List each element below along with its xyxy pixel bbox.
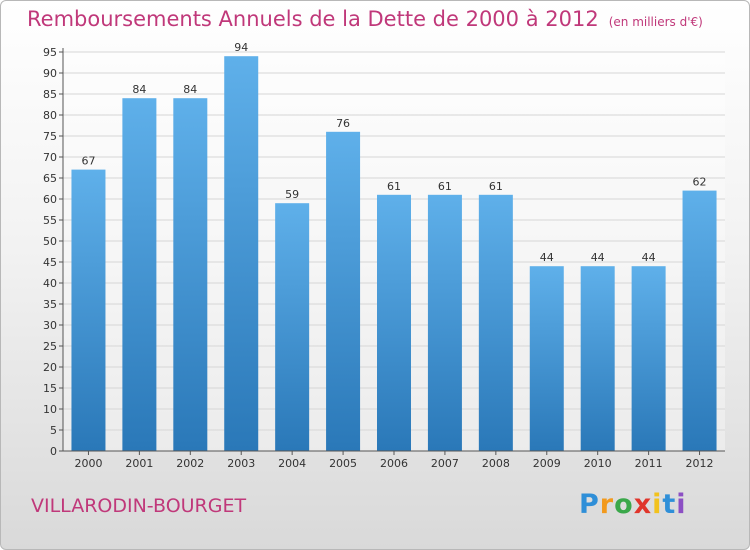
x-tick-label-2005: 2005 (329, 457, 357, 470)
y-tick-label: 30 (43, 319, 57, 332)
axes (59, 48, 725, 455)
y-tick-label: 75 (43, 130, 57, 143)
x-tick-label-2002: 2002 (176, 457, 204, 470)
x-tick-label-2006: 2006 (380, 457, 408, 470)
data-label-2000: 67 (81, 155, 95, 168)
data-label-2002: 84 (183, 83, 197, 96)
data-label-2003: 94 (234, 41, 248, 54)
bar-2008 (478, 194, 513, 452)
data-label-2009: 44 (540, 251, 554, 264)
bar-2006 (377, 194, 411, 452)
bar-2010 (580, 266, 615, 451)
x-tick-label-2010: 2010 (584, 457, 612, 470)
y-tick-label: 85 (43, 88, 57, 101)
title-text: Remboursements Annuels de la Dette de 20… (27, 7, 599, 31)
labels: 0 5 10 15 20 25 30 35 40 45 50 55 60 65 70 75 80 85 90 95 67… (43, 41, 714, 470)
bar-2012 (682, 190, 717, 451)
x-tick-label-2004: 2004 (278, 457, 306, 470)
data-label-2006: 61 (387, 180, 401, 193)
y-tick-label: 70 (43, 151, 57, 164)
y-tick-label: 15 (43, 382, 57, 395)
chart-title: Remboursements Annuels de la Dette de 20… (27, 7, 703, 31)
x-tick-label-2012: 2012 (686, 457, 714, 470)
x-tick-label-2001: 2001 (125, 457, 153, 470)
data-label-2012: 62 (693, 176, 707, 189)
data-label-2010: 44 (591, 251, 605, 264)
proxiti-logo: Proxiti (579, 489, 687, 520)
y-tick-label: 10 (43, 403, 57, 416)
x-tick-label-2007: 2007 (431, 457, 459, 470)
x-tick-label-2003: 2003 (227, 457, 255, 470)
y-tick-label: 50 (43, 235, 57, 248)
data-label-2001: 84 (132, 83, 146, 96)
y-tick-label: 60 (43, 193, 57, 206)
bar-2003 (224, 56, 259, 451)
y-tick-label: 90 (43, 67, 57, 80)
y-tick-label: 0 (50, 445, 57, 458)
data-label-2004: 59 (285, 188, 299, 201)
y-tick-label: 55 (43, 214, 57, 227)
data-label-2011: 44 (642, 251, 656, 264)
bar-2007 (427, 194, 462, 452)
bar-2002 (173, 98, 208, 451)
bar-2009 (529, 266, 564, 451)
bar-2000 (71, 169, 106, 451)
y-tick-label: 20 (43, 361, 57, 374)
x-tick-label-2011: 2011 (635, 457, 663, 470)
x-tick-label-2000: 2000 (74, 457, 102, 470)
y-tick-label: 45 (43, 256, 57, 269)
y-tick-label: 80 (43, 109, 57, 122)
data-label-2005: 76 (336, 117, 350, 130)
y-tick-label: 25 (43, 340, 57, 353)
data-label-2007: 61 (438, 180, 452, 193)
data-label-2008: 61 (489, 180, 503, 193)
y-tick-label: 5 (50, 424, 57, 437)
bar-2011 (631, 266, 666, 451)
bar-2004 (275, 203, 310, 451)
place-name: VILLARODIN-BOURGET (31, 495, 247, 517)
y-tick-label: 95 (43, 46, 57, 59)
x-tick-label-2009: 2009 (533, 457, 561, 470)
x-tick-label-2008: 2008 (482, 457, 510, 470)
bars (71, 56, 717, 452)
y-tick-label: 65 (43, 172, 57, 185)
unit-text: (en milliers d'€) (608, 15, 703, 29)
y-tick-label: 40 (43, 277, 57, 290)
bar-2005 (326, 131, 361, 452)
bar-2001 (122, 98, 157, 451)
y-tick-label: 35 (43, 298, 57, 311)
